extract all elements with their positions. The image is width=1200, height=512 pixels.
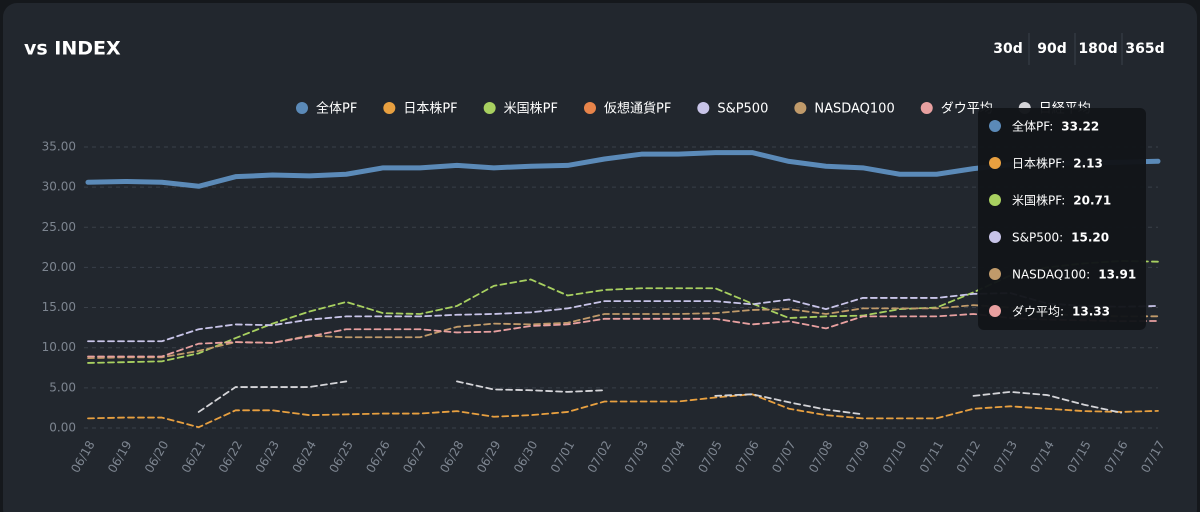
tooltip-value: 33.22 (1061, 120, 1099, 134)
legend-swatch[interactable] (483, 102, 496, 114)
legend-label[interactable]: NASDAQ100 (814, 102, 894, 117)
tooltip-label: ダウ平均: (1012, 304, 1064, 319)
range-button[interactable]: 180d (1078, 41, 1117, 57)
legend-swatch[interactable] (583, 102, 596, 114)
y-tick-label: 25.00 (42, 220, 76, 234)
tooltip-swatch (989, 268, 1001, 280)
tooltip-swatch (989, 194, 1001, 206)
tooltip-label: 全体PF: (1012, 119, 1053, 134)
legend-swatch[interactable] (920, 102, 933, 114)
y-tick-label: 35.00 (42, 139, 76, 153)
tooltip-value: 2.13 (1073, 157, 1103, 171)
legend-swatch[interactable] (296, 102, 308, 114)
legend-label[interactable]: 仮想通貨PF (604, 101, 671, 117)
series-line (87, 292, 1159, 343)
tooltip (978, 108, 1146, 330)
card (3, 3, 1197, 512)
tooltip-swatch (989, 120, 1001, 132)
tooltip-value: 13.91 (1098, 268, 1136, 282)
tooltip-value: 15.20 (1071, 231, 1109, 245)
tooltip-label: 日本株PF: (1012, 156, 1065, 171)
legend-swatch[interactable] (697, 102, 710, 114)
range-button[interactable]: 90d (1037, 41, 1067, 57)
y-tick-label: 5.00 (49, 380, 76, 394)
range-button[interactable]: 30d (993, 41, 1023, 57)
y-tick-label: 20.00 (42, 260, 76, 274)
legend-label[interactable]: S&P500 (717, 102, 768, 117)
legend-label[interactable]: 全体PF (316, 101, 357, 117)
legend-label[interactable]: 米国株PF (504, 102, 558, 117)
series-line (197, 380, 1122, 416)
tooltip-label: S&P500: (1012, 231, 1063, 245)
card-title: vs INDEX (24, 38, 121, 60)
tooltip-label: NASDAQ100: (1012, 268, 1090, 282)
y-tick-label: 0.00 (49, 421, 76, 435)
tooltip-value: 13.33 (1072, 305, 1110, 319)
y-tick-label: 10.00 (42, 340, 76, 354)
y-tick-label: 15.00 (42, 300, 76, 314)
legend-label[interactable]: 日本株PF (403, 102, 457, 117)
series-line (87, 393, 1159, 429)
y-tick-label: 30.00 (42, 180, 76, 194)
tooltip-swatch (989, 305, 1001, 317)
tooltip-swatch (989, 157, 1001, 169)
tooltip-label: 米国株PF: (1012, 193, 1065, 208)
legend-swatch[interactable] (794, 102, 807, 114)
legend-swatch[interactable] (383, 102, 396, 114)
tooltip-value: 20.71 (1073, 194, 1111, 208)
tooltip-swatch (989, 231, 1001, 243)
range-button[interactable]: 365d (1125, 41, 1164, 57)
